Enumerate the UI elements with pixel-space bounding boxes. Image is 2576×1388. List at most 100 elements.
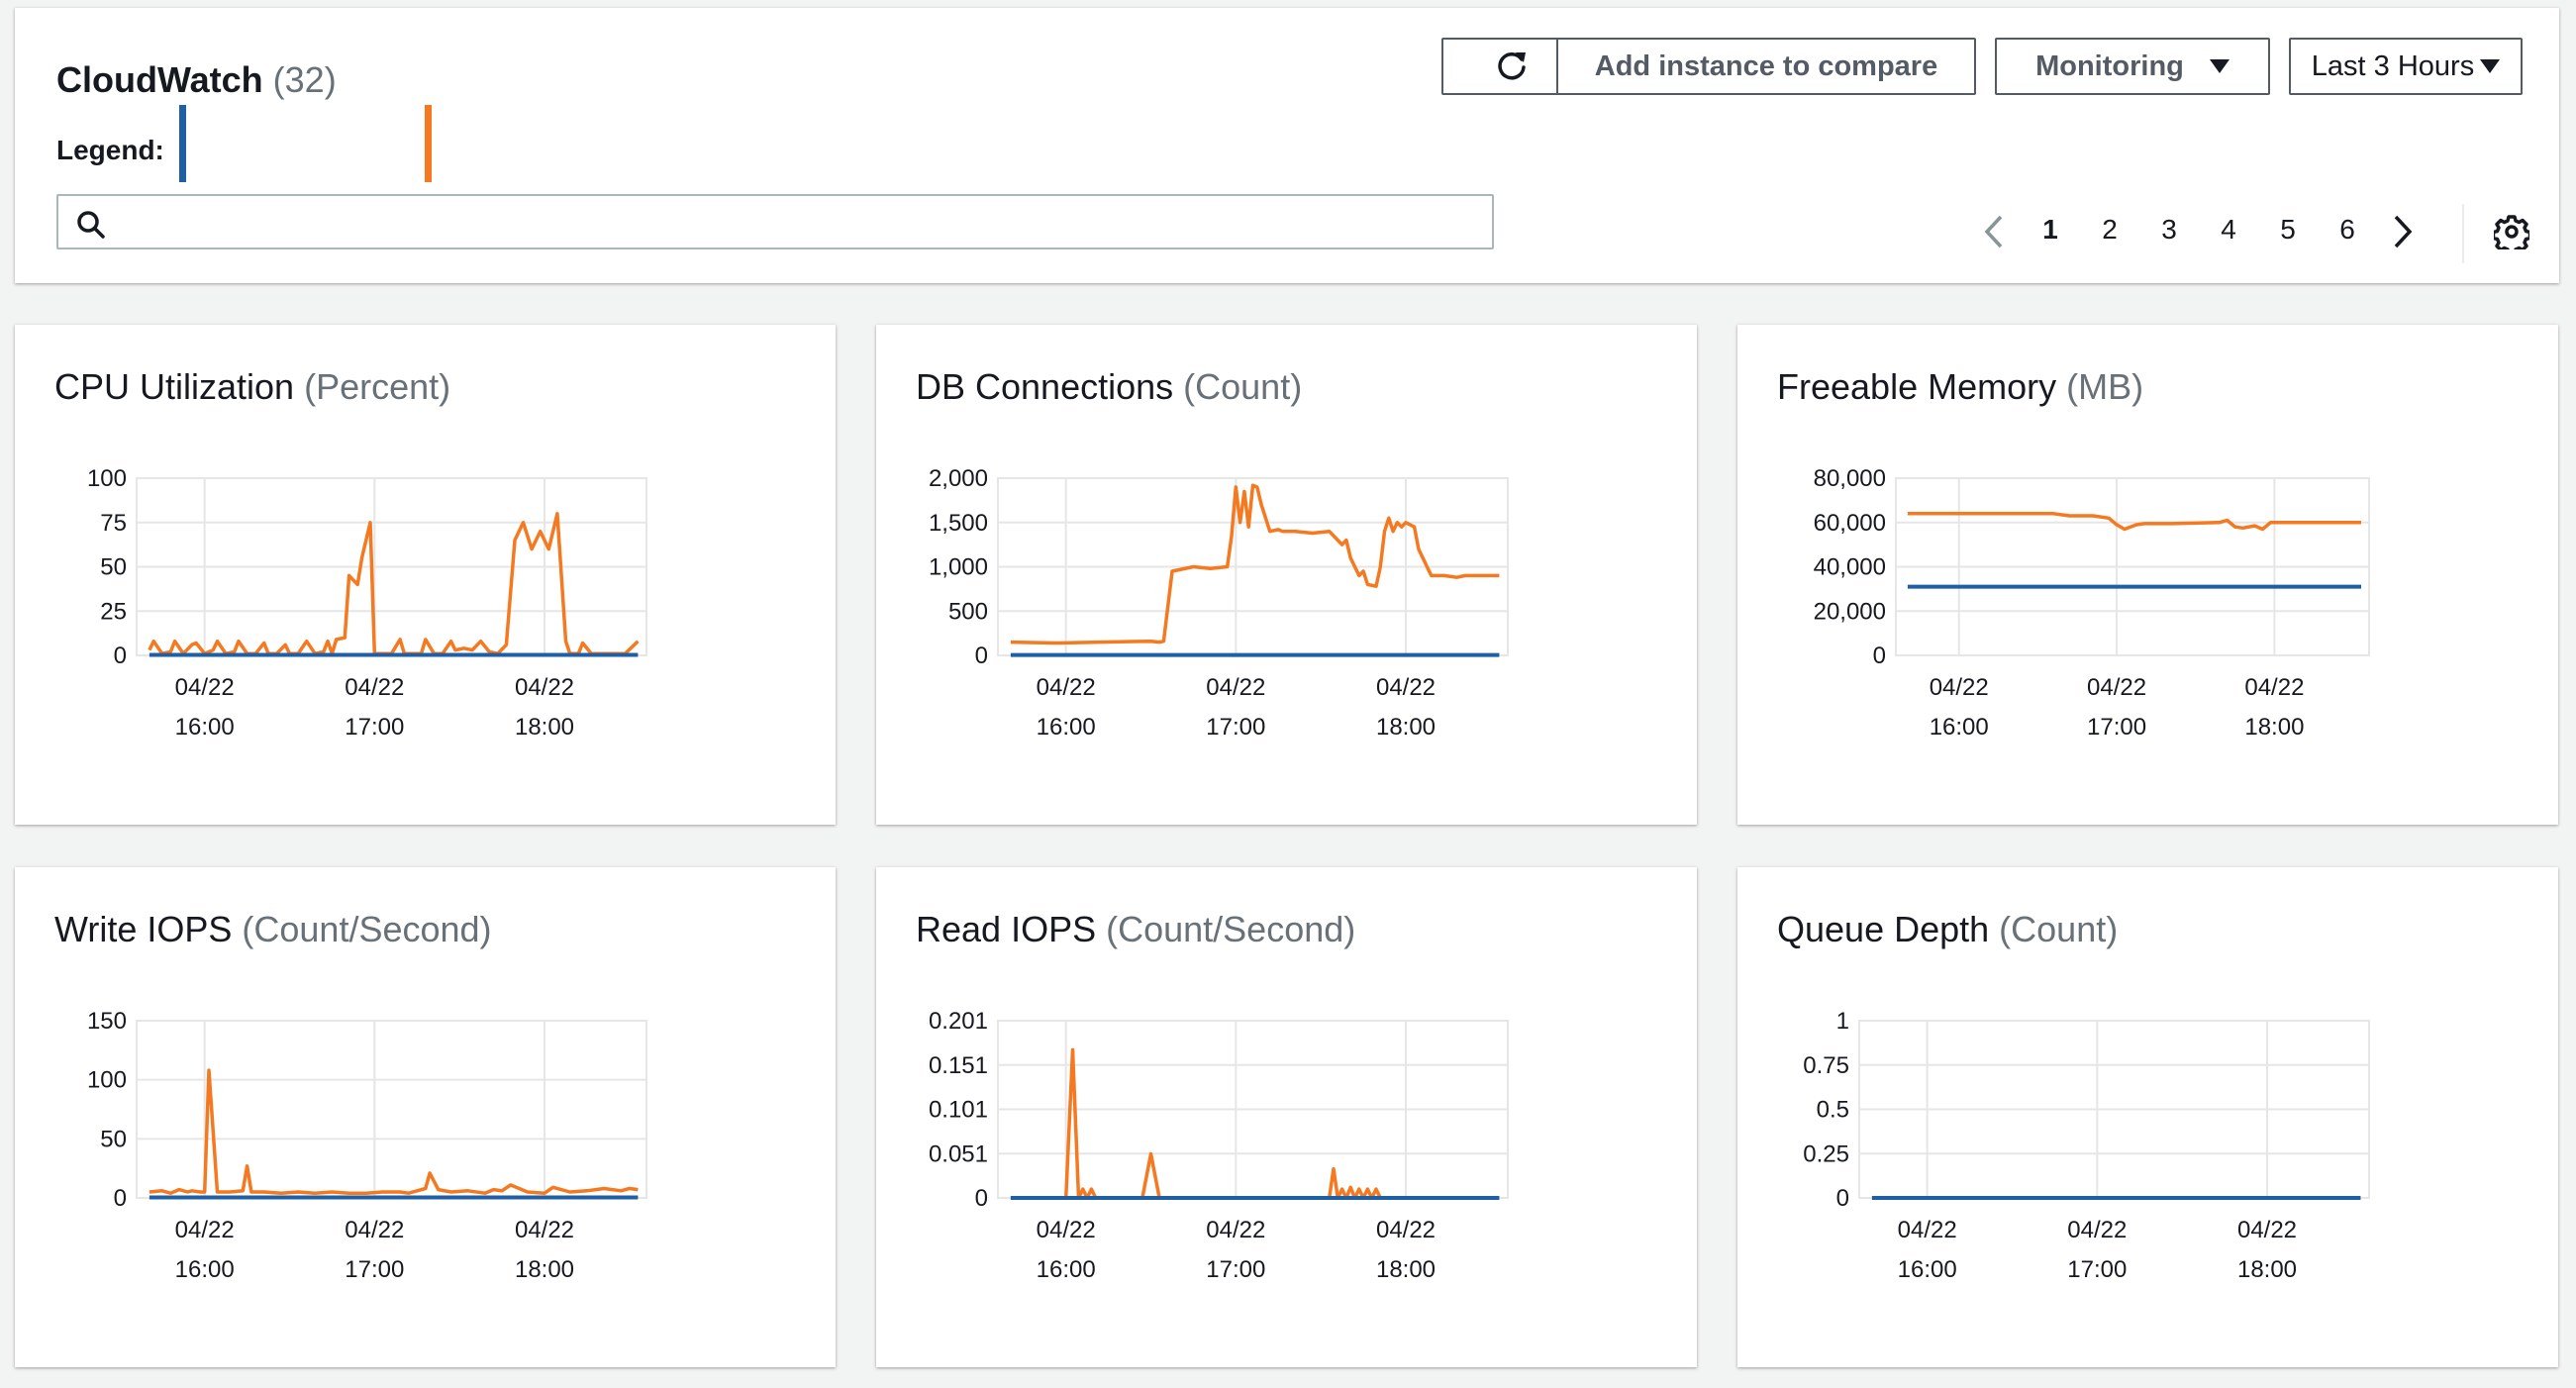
chart-title-text: Queue Depth xyxy=(1777,909,1990,949)
y-tick-label: 1,000 xyxy=(929,554,988,581)
x-tick-time-label: 16:00 xyxy=(1037,714,1096,741)
y-tick-label: 0.201 xyxy=(929,1008,988,1035)
chart-title: DB Connections (Count) xyxy=(916,366,1302,408)
y-tick-label: 0.25 xyxy=(1803,1140,1849,1167)
x-tick-date-label: 04/22 xyxy=(1376,1217,1436,1243)
caret-down-icon xyxy=(2480,59,2501,73)
chart-unit: (Count) xyxy=(1183,366,1303,407)
cpu-chart: 100 75 50 25 0 04/22 16:00 04/22 17:00 04/22 18:00 xyxy=(87,465,647,741)
x-tick-date-label: 04/22 xyxy=(1376,674,1436,701)
monitoring-dropdown[interactable]: Monitoring xyxy=(1995,38,2270,95)
search-icon xyxy=(77,211,105,239)
add-instance-label: Add instance to compare xyxy=(1594,50,1938,82)
y-tick-label: 80,000 xyxy=(1814,465,1886,492)
chevron-left-icon[interactable] xyxy=(1982,214,2008,249)
y-tick-label: 40,000 xyxy=(1814,554,1886,581)
y-tick-label: 0 xyxy=(114,1185,127,1212)
x-tick-time-label: 17:00 xyxy=(2067,1256,2127,1283)
freeable-memory-chart: 80,000 60,000 40,000 20,000 0 04/22 16:00 04/22… xyxy=(1814,465,2370,741)
search-input[interactable] xyxy=(120,200,1480,246)
chart-title-text: DB Connections xyxy=(916,366,1174,407)
page-6[interactable]: 6 xyxy=(2339,214,2355,245)
page-4[interactable]: 4 xyxy=(2221,214,2236,245)
chart-title: CPU Utilization (Percent) xyxy=(54,366,450,408)
x-tick-time-label: 18:00 xyxy=(515,1256,574,1283)
legend-swatch-blue xyxy=(179,105,186,182)
add-instance-button[interactable]: Add instance to compare xyxy=(1556,38,1976,95)
x-tick-date-label: 04/22 xyxy=(345,1217,404,1243)
x-tick-date-label: 04/22 xyxy=(1206,674,1265,701)
x-tick-date-label: 04/22 xyxy=(175,1217,235,1243)
time-range-dropdown[interactable]: Last 3 Hours xyxy=(2289,38,2523,95)
y-tick-label: 100 xyxy=(87,465,127,492)
gear-icon[interactable] xyxy=(2494,214,2529,249)
y-tick-label: 60,000 xyxy=(1814,510,1886,537)
y-tick-label: 20,000 xyxy=(1814,598,1886,625)
x-tick-date-label: 04/22 xyxy=(1037,1217,1096,1243)
chart-card-db-connections: DB Connections (Count) 2,000 1,500 1,000 50… xyxy=(876,325,1697,825)
y-tick-label: 500 xyxy=(948,598,988,625)
y-tick-label: 0 xyxy=(975,643,988,669)
chart-title-text: CPU Utilization xyxy=(54,366,295,407)
page-5[interactable]: 5 xyxy=(2280,214,2296,245)
x-tick-time-label: 16:00 xyxy=(175,714,235,741)
caret-down-icon xyxy=(2209,59,2229,73)
y-tick-label: 0.151 xyxy=(929,1052,988,1079)
x-tick-date-label: 04/22 xyxy=(2237,1217,2297,1243)
y-tick-label: 50 xyxy=(100,554,127,581)
y-tick-label: 0 xyxy=(975,1185,988,1212)
chart-unit: (Count) xyxy=(1999,909,2119,949)
x-tick-date-label: 04/22 xyxy=(175,674,235,701)
x-tick-date-label: 04/22 xyxy=(1898,1217,1957,1243)
y-tick-label: 0.75 xyxy=(1803,1052,1849,1079)
chart-unit: (Percent) xyxy=(304,366,451,407)
refresh-icon xyxy=(1498,51,1526,80)
read-iops-chart: 0.201 0.151 0.101 0.051 0 04/22 16:00 04/22 17:0… xyxy=(929,1008,1509,1283)
y-tick-label: 0 xyxy=(114,643,127,669)
x-tick-time-label: 18:00 xyxy=(515,714,574,741)
page-1[interactable]: 1 xyxy=(2042,214,2058,245)
series-line-orange xyxy=(148,512,640,655)
y-tick-label: 75 xyxy=(100,510,127,537)
y-tick-label: 25 xyxy=(100,598,127,625)
write-iops-chart: 150 100 50 0 04/22 16:00 04/22 17:00 04/22 18:00 xyxy=(87,1008,647,1283)
x-tick-date-label: 04/22 xyxy=(2067,1217,2127,1243)
x-tick-time-label: 17:00 xyxy=(345,714,404,741)
x-tick-time-label: 17:00 xyxy=(1206,714,1265,741)
page-title-text: CloudWatch xyxy=(56,59,263,100)
x-tick-date-label: 04/22 xyxy=(1206,1217,1265,1243)
x-tick-time-label: 16:00 xyxy=(1037,1256,1096,1283)
page-2[interactable]: 2 xyxy=(2102,214,2118,245)
instance-count: (32) xyxy=(272,59,337,100)
series-line-orange xyxy=(1907,512,2361,532)
x-tick-date-label: 04/22 xyxy=(345,674,404,701)
y-tick-label: 1 xyxy=(1836,1008,1849,1035)
y-tick-label: 100 xyxy=(87,1067,127,1094)
chart-title: Queue Depth (Count) xyxy=(1777,909,2118,950)
chart-title: Freeable Memory (MB) xyxy=(1777,366,2143,408)
x-tick-time-label: 18:00 xyxy=(1376,714,1436,741)
chart-unit: (Count/Second) xyxy=(242,909,492,949)
y-tick-label: 0 xyxy=(1873,643,1886,669)
search-field[interactable] xyxy=(56,194,1494,249)
x-tick-time-label: 17:00 xyxy=(2087,714,2146,741)
x-tick-date-label: 04/22 xyxy=(515,1217,574,1243)
y-tick-label: 150 xyxy=(87,1008,127,1035)
monitoring-label: Monitoring xyxy=(2035,50,2184,82)
page-3[interactable]: 3 xyxy=(2161,214,2177,245)
x-tick-time-label: 18:00 xyxy=(1376,1256,1436,1283)
chart-card-freeable-memory: Freeable Memory (MB) 80,000 60,000 40,000 2… xyxy=(1737,325,2558,825)
x-tick-time-label: 18:00 xyxy=(2244,714,2304,741)
x-tick-date-label: 04/22 xyxy=(2244,674,2304,701)
chart-title-text: Freeable Memory xyxy=(1777,366,2057,407)
time-range-label: Last 3 Hours xyxy=(2311,50,2475,82)
header-panel: CloudWatch (32) Legend: Add instance to … xyxy=(15,8,2559,283)
chevron-right-icon[interactable] xyxy=(2389,214,2415,249)
chart-card-queue-depth: Queue Depth (Count) 1 0.75 0.5 0.25 0 04/22 16… xyxy=(1737,867,2558,1367)
pager-divider xyxy=(2462,204,2464,263)
x-tick-time-label: 17:00 xyxy=(345,1256,404,1283)
page-title: CloudWatch (32) xyxy=(56,59,337,101)
x-tick-time-label: 17:00 xyxy=(1206,1256,1265,1283)
series-line-orange xyxy=(149,1068,639,1195)
y-tick-label: 1,500 xyxy=(929,510,988,537)
